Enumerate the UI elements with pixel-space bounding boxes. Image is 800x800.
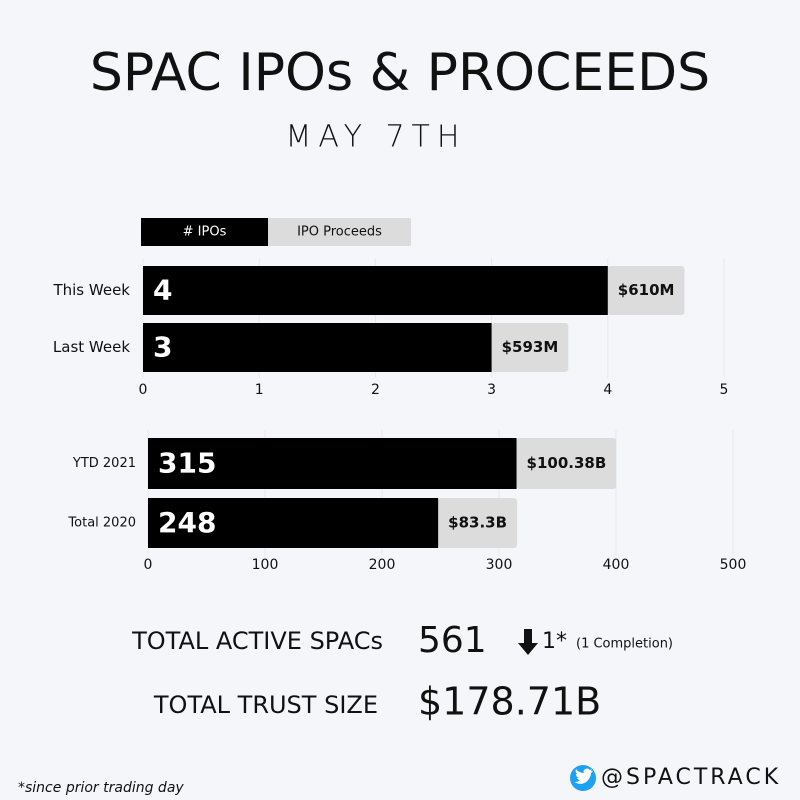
x-tick-label: 100 [252, 557, 279, 573]
bar-value-label: 3 [153, 331, 172, 364]
proceeds-box [607, 266, 685, 315]
bar [143, 266, 608, 315]
bar [148, 498, 439, 548]
proceeds-box [438, 498, 518, 548]
proceeds-label: $83.3B [448, 514, 507, 532]
x-tick-label: 2 [371, 382, 380, 398]
title: SPAC IPOs & PROCEEDS [90, 43, 710, 103]
trust-value: $178.71B [418, 680, 601, 724]
bar [143, 323, 492, 372]
active-label: TOTAL ACTIVE SPACs [131, 627, 383, 655]
bar-value-label: 315 [158, 447, 216, 480]
legend-swatch [268, 218, 411, 246]
legend-label: IPO Proceeds [297, 225, 382, 240]
bar [148, 438, 517, 489]
x-tick-label: 500 [720, 557, 747, 573]
x-tick-label: 1 [255, 382, 264, 398]
trust-label: TOTAL TRUST SIZE [153, 691, 378, 719]
category-label: Total 2020 [67, 516, 136, 531]
change: 1* [542, 629, 567, 654]
category-label: Last Week [53, 338, 130, 356]
change-note: (1 Completion) [576, 637, 673, 652]
legend-swatch [141, 218, 268, 246]
proceeds-box [516, 438, 617, 489]
footnote: *since prior trading day [18, 780, 184, 796]
handle: @SPACTRACK [601, 765, 781, 790]
x-tick-label: 0 [139, 382, 148, 398]
legend-label: # IPOs [183, 225, 227, 240]
bar-value-label: 4 [153, 274, 172, 307]
x-tick-label: 400 [603, 557, 630, 573]
category-label: YTD 2021 [72, 456, 136, 471]
down-arrow [518, 629, 538, 655]
proceeds-box [491, 323, 569, 372]
twitter-bird [575, 768, 593, 784]
x-tick-label: 200 [369, 557, 396, 573]
proceeds-label: $593M [502, 338, 559, 356]
category-label: This Week [52, 281, 130, 299]
x-tick-label: 4 [603, 382, 612, 398]
active-value: 561 [418, 620, 487, 661]
proceeds-label: $610M [618, 281, 675, 299]
x-tick-label: 3 [487, 382, 496, 398]
x-tick-label: 5 [720, 382, 729, 398]
subtitle: MAY 7TH [286, 120, 467, 155]
bar-value-label: 248 [158, 506, 216, 539]
proceeds-label: $100.38B [527, 454, 607, 472]
x-tick-label: 300 [486, 557, 513, 573]
x-tick-label: 0 [144, 557, 153, 573]
